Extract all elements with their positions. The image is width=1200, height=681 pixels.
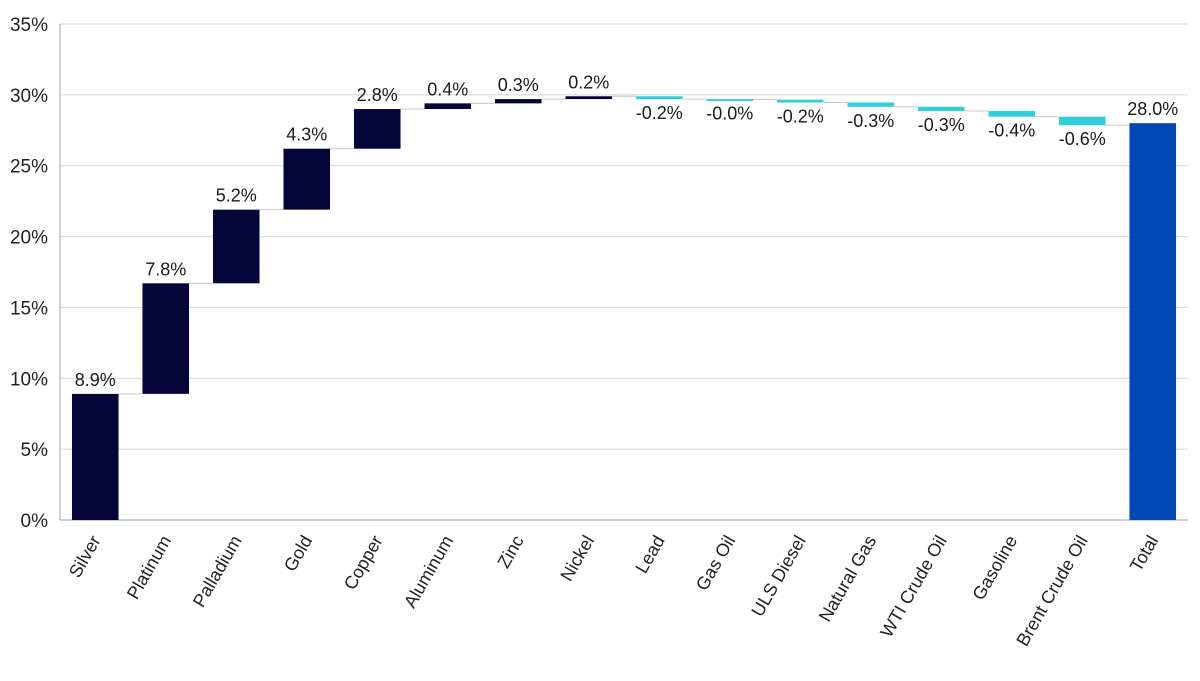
x-tick-label: Silver xyxy=(65,532,105,581)
y-tick-label: 5% xyxy=(21,440,49,461)
y-tick-label: 20% xyxy=(10,228,48,249)
bar-platinum xyxy=(142,283,190,394)
bar-aluminum xyxy=(424,103,472,110)
y-tick-label: 10% xyxy=(10,369,48,390)
data-label: 4.3% xyxy=(286,125,327,145)
data-label: 0.2% xyxy=(568,72,609,92)
bar-gold xyxy=(283,148,331,210)
x-tick-label: Gas Oil xyxy=(692,532,739,594)
x-tick-label: Platinum xyxy=(123,532,175,603)
y-tick-label: 35% xyxy=(10,15,48,36)
x-tick-label: Palladium xyxy=(189,532,246,610)
x-tick-label: Lead xyxy=(631,532,668,577)
bar-total xyxy=(1129,123,1177,520)
x-tick-label: Brent Crude Oil xyxy=(1012,532,1091,649)
bar-natural-gas xyxy=(847,102,895,107)
x-tick-label: ULS Diesel xyxy=(747,532,809,620)
x-tick-label: Aluminum xyxy=(400,532,457,611)
bar-wti-crude-oil xyxy=(917,106,965,112)
bar-zinc xyxy=(494,99,542,104)
bar-uls-diesel xyxy=(776,99,824,103)
bar-silver xyxy=(71,393,119,520)
data-label: 5.2% xyxy=(216,186,257,206)
data-labels: 8.9% 7.8% 5.2% 4.3% 2.8% 0.4% 0.3% 0.2% -0.2% -0.… xyxy=(75,72,1179,390)
bar-palladium xyxy=(212,209,260,284)
data-label: -0.2% xyxy=(636,103,683,123)
connectors xyxy=(118,95,1130,395)
y-axis-ticks: 0% 5% 10% 15% 20% 25% 30% 35% xyxy=(10,15,48,532)
data-label: -0.2% xyxy=(777,107,824,127)
bar-copper xyxy=(353,109,401,149)
x-tick-label: Copper xyxy=(340,532,387,593)
x-tick-label: WTI Crude Oil xyxy=(876,532,950,641)
x-tick-label: Zinc xyxy=(493,532,527,571)
x-tick-label: Total xyxy=(1126,532,1162,575)
x-tick-label: Gold xyxy=(280,532,316,575)
data-label: -0.4% xyxy=(988,121,1035,141)
x-tick-label: Natural Gas xyxy=(815,532,880,625)
y-tick-label: 15% xyxy=(10,298,48,319)
x-tick-label: Gasoline xyxy=(968,532,1021,604)
x-tick-label: Nickel xyxy=(556,532,598,584)
data-label: -0.3% xyxy=(847,111,894,131)
x-axis-ticks: Silver Platinum Palladium Gold Copper Aluminu… xyxy=(65,532,1162,649)
bar-brent-crude-oil xyxy=(1058,116,1106,126)
y-tick-label: 0% xyxy=(21,511,49,532)
data-label: -0.6% xyxy=(1059,129,1106,149)
bars xyxy=(71,96,1177,520)
data-label: 28.0% xyxy=(1127,99,1178,119)
bar-lead xyxy=(635,96,683,100)
data-label: 0.3% xyxy=(498,75,539,95)
bar-gas-oil xyxy=(706,99,754,102)
data-label: 7.8% xyxy=(145,259,186,279)
y-tick-label: 30% xyxy=(10,86,48,107)
bar-gasoline xyxy=(988,111,1036,117)
data-label: 8.9% xyxy=(75,370,116,390)
data-label: -0.3% xyxy=(918,115,965,135)
y-tick-label: 25% xyxy=(10,157,48,178)
data-label: 0.4% xyxy=(427,79,468,99)
data-label: -0.0% xyxy=(706,104,753,124)
data-label: 2.8% xyxy=(357,85,398,105)
bar-nickel xyxy=(565,96,613,100)
